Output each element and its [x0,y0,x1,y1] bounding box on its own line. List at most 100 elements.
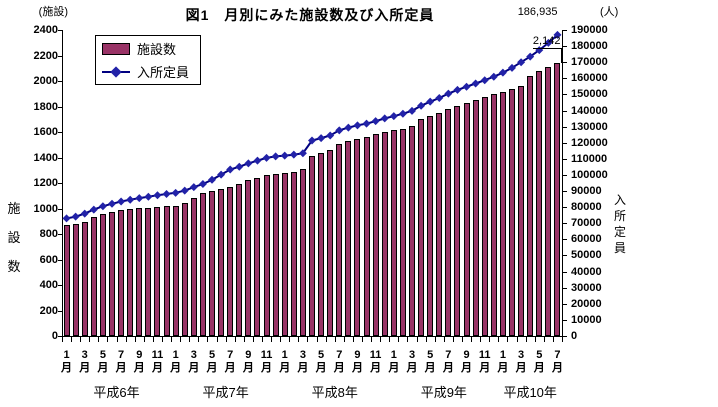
left-axis-tick-label: 1400 [33,151,58,164]
month-tick [243,337,245,342]
left-axis-tick-label: 1600 [33,126,58,138]
left-axis-tick [58,208,62,210]
year-label: 平成8年 [311,385,358,400]
left-axis-title: 施設数 [7,201,21,274]
bar [509,88,515,336]
left-axis-tick-label: 200 [39,304,58,317]
month-tick [452,337,454,342]
annotation-leader-line [561,48,563,63]
bar [499,91,506,336]
bar [163,206,170,336]
year-label: 平成6年 [93,385,140,400]
right-axis-title: 入所定員 [613,193,626,255]
bar [427,116,434,336]
bar [181,202,188,336]
line-marker [189,183,198,192]
bar [190,197,197,336]
month-tick [516,337,518,342]
left-axis-tick [58,183,62,184]
bar [409,126,415,336]
bar [281,173,288,336]
month-label: 11 月 [151,349,164,374]
right-axis-tick [563,126,567,128]
right-axis-tick-label: 140000 [571,104,608,117]
month-tick [180,337,182,342]
right-axis-tick [563,142,567,144]
line-marker [108,199,116,208]
legend-row-capacity: 入所定員 [102,62,194,81]
line-marker [226,165,235,174]
month-tick [471,337,473,342]
line-marker [526,52,535,61]
line-marker [198,179,207,188]
line-marker [353,121,362,130]
bar [154,206,161,336]
right-axis-tick [563,30,567,31]
month-tick [425,337,427,342]
right-axis-tick-label: 0 [571,330,578,342]
month-tick [434,337,436,342]
line-marker [371,117,380,126]
right-axis-tick-label: 10000 [571,313,602,326]
month-tick [234,337,236,342]
bar [418,119,425,336]
right-axis-tick-label: 50000 [571,249,602,262]
right-axis-tick [563,94,567,96]
diamond-marker-icon [110,65,122,78]
bar [272,173,279,336]
line-marker [271,152,280,161]
month-tick [407,337,409,342]
month-tick [152,337,154,342]
line-marker [280,151,289,160]
year-label: 平成10年 [503,385,557,400]
month-tick [71,337,73,342]
right-axis-tick [563,287,567,289]
bar [199,193,206,336]
month-tick [252,337,254,342]
right-axis-tick-label: 40000 [571,265,602,278]
bar [481,97,488,336]
month-tick [280,337,282,342]
bar [290,171,297,336]
line-marker [289,150,298,159]
line-marker [389,112,398,121]
month-tick [343,337,345,342]
left-axis-tick [58,55,62,57]
line-marker [308,136,316,145]
line-marker [180,186,189,195]
line-marker [471,79,480,88]
bar [327,149,334,336]
bar [309,156,315,336]
bar [99,213,106,336]
bar [72,224,79,336]
left-axis-tick [58,132,62,133]
month-tick [489,337,491,342]
month-label: 11 月 [260,349,273,374]
month-tick [289,337,291,342]
right-axis-tick [563,223,567,225]
month-tick [480,337,482,342]
month-tick [371,337,373,342]
month-tick [443,337,445,342]
bar [372,134,379,336]
bar [554,62,561,336]
annotation-leader-underline [533,48,562,49]
month-tick [498,337,500,342]
month-tick [207,337,209,342]
bar [354,138,361,336]
bar [245,180,252,336]
line-marker [489,72,498,81]
